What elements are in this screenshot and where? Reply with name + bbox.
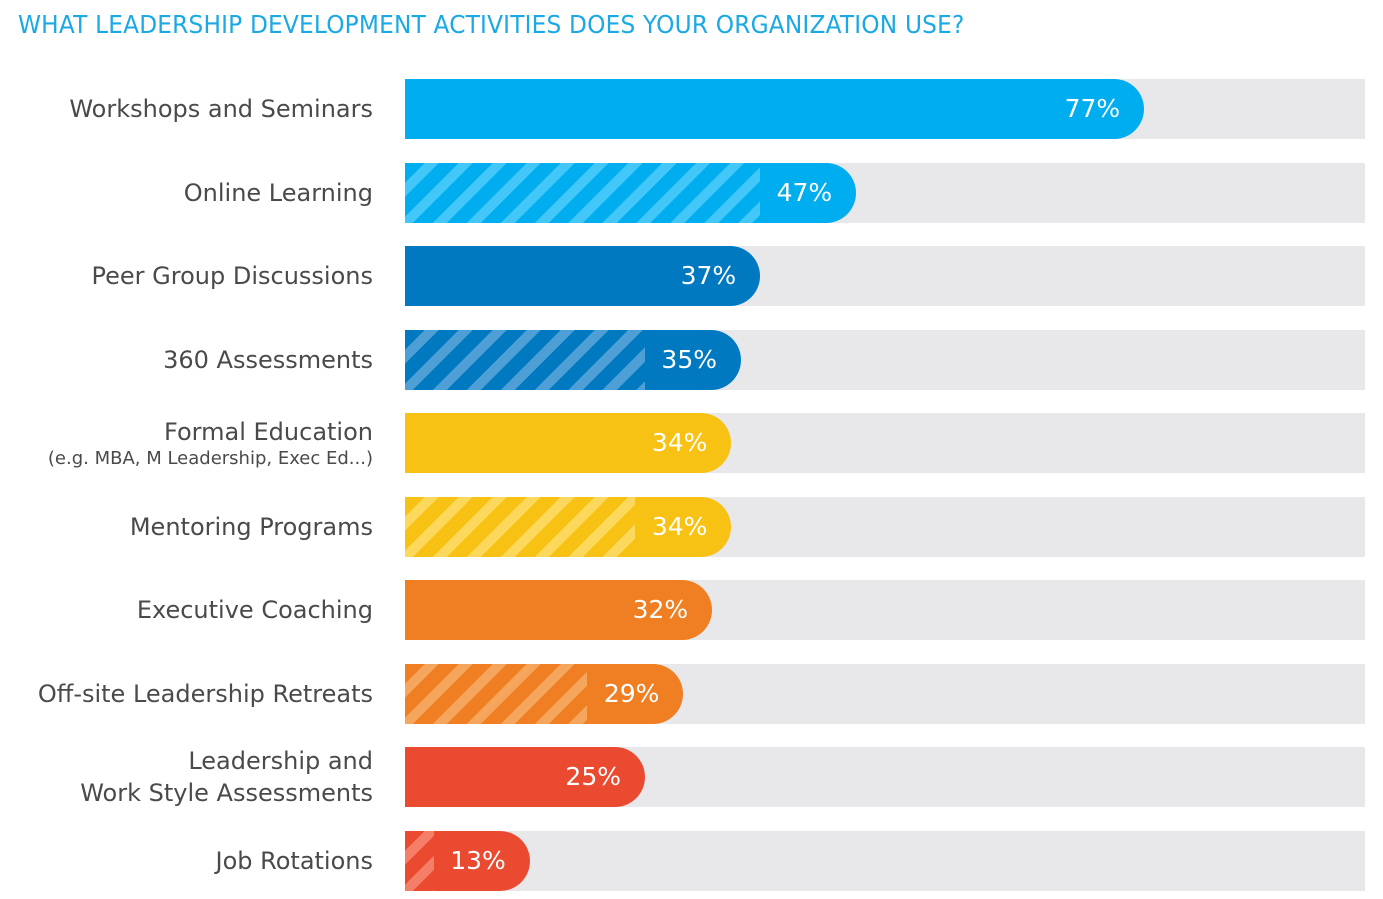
bar: 25% [405, 747, 645, 807]
bar: 77% [405, 79, 1145, 139]
chart-title: WHAT LEADERSHIP DEVELOPMENT ACTIVITIES D… [18, 10, 965, 39]
category-label-text: Job Rotations [215, 847, 374, 875]
category-label: Workshops and Seminars [69, 79, 373, 139]
bar: 37% [405, 246, 761, 306]
category-label-text: Peer Group Discussions [91, 262, 373, 290]
bar-track: 34% [405, 413, 1365, 473]
bar-track: 25% [405, 747, 1365, 807]
bar-row: Online Learning 47% [0, 163, 1383, 223]
bar-row: Mentoring Programs 34% [0, 497, 1383, 557]
data-label: 13% [450, 846, 506, 875]
bar: 29% [405, 664, 684, 724]
bar-row: Executive Coaching 32% [0, 580, 1383, 640]
bar-hatch-pattern [405, 831, 434, 891]
category-label-text: Executive Coaching [136, 596, 373, 624]
category-label: Off-site Leadership Retreats [38, 664, 373, 724]
bar-row: Peer Group Discussions 37% [0, 246, 1383, 306]
category-label-text: Workshops and Seminars [69, 95, 373, 123]
category-label: Job Rotations [216, 831, 374, 891]
bar: 34% [405, 413, 732, 473]
bar-track: 29% [405, 664, 1365, 724]
bar-row: Off-site Leadership Retreats 29% [0, 664, 1383, 724]
data-label: 25% [565, 762, 621, 791]
data-label: 35% [661, 345, 717, 374]
bar-row: 360 Assessments 35% [0, 330, 1383, 390]
bar-track: 47% [405, 163, 1365, 223]
category-label-text: Formal Education [164, 418, 373, 446]
category-label-text: Leadership and [188, 747, 373, 775]
bar-hatch-pattern [405, 163, 761, 223]
category-label-text: Online Learning [183, 179, 373, 207]
bar-row: Leadership and Work Style Assessments 25% [0, 747, 1383, 807]
bar: 13% [405, 831, 530, 891]
category-label: Leadership and Work Style Assessments [80, 747, 373, 807]
bar-track: 37% [405, 246, 1365, 306]
category-label: Peer Group Discussions [92, 246, 373, 306]
bar-track: 13% [405, 831, 1365, 891]
data-label: 32% [632, 595, 689, 624]
category-label-subtext: Work Style Assessments [80, 779, 373, 807]
category-label: Mentoring Programs [130, 497, 373, 557]
bar: 32% [405, 580, 713, 640]
data-label: 34% [651, 512, 708, 541]
bar-hatch-pattern [405, 664, 588, 724]
category-label: Formal Education (e.g. MBA, M Leadership,… [48, 413, 373, 473]
category-label: Online Learning [184, 163, 373, 223]
bar-hatch-pattern [405, 497, 636, 557]
category-label: Executive Coaching [137, 580, 373, 640]
bar-hatch-pattern [405, 330, 645, 390]
data-label: 47% [776, 178, 833, 207]
category-label: 360 Assessments [163, 330, 373, 390]
bar-track: 35% [405, 330, 1365, 390]
bar: 34% [405, 497, 732, 557]
category-label-text: Mentoring Programs [129, 513, 373, 541]
data-label: 29% [603, 679, 660, 708]
category-label-text: 360 Assessments [163, 346, 373, 374]
bar-track: 32% [405, 580, 1365, 640]
category-label-text: Off-site Leadership Retreats [37, 680, 373, 708]
data-label: 37% [680, 261, 737, 290]
bar-row: Formal Education (e.g. MBA, M Leadership,… [0, 413, 1383, 473]
bar-track: 34% [405, 497, 1365, 557]
bar-row: Workshops and Seminars 77% [0, 79, 1383, 139]
data-label: 34% [651, 428, 708, 457]
category-label-subtext: (e.g. MBA, M Leadership, Exec Ed...) [47, 448, 373, 469]
bar-track: 77% [405, 79, 1365, 139]
bar: 47% [405, 163, 857, 223]
bar: 35% [405, 330, 741, 390]
data-label: 77% [1064, 94, 1121, 123]
bar-row: Job Rotations 13% [0, 831, 1383, 891]
